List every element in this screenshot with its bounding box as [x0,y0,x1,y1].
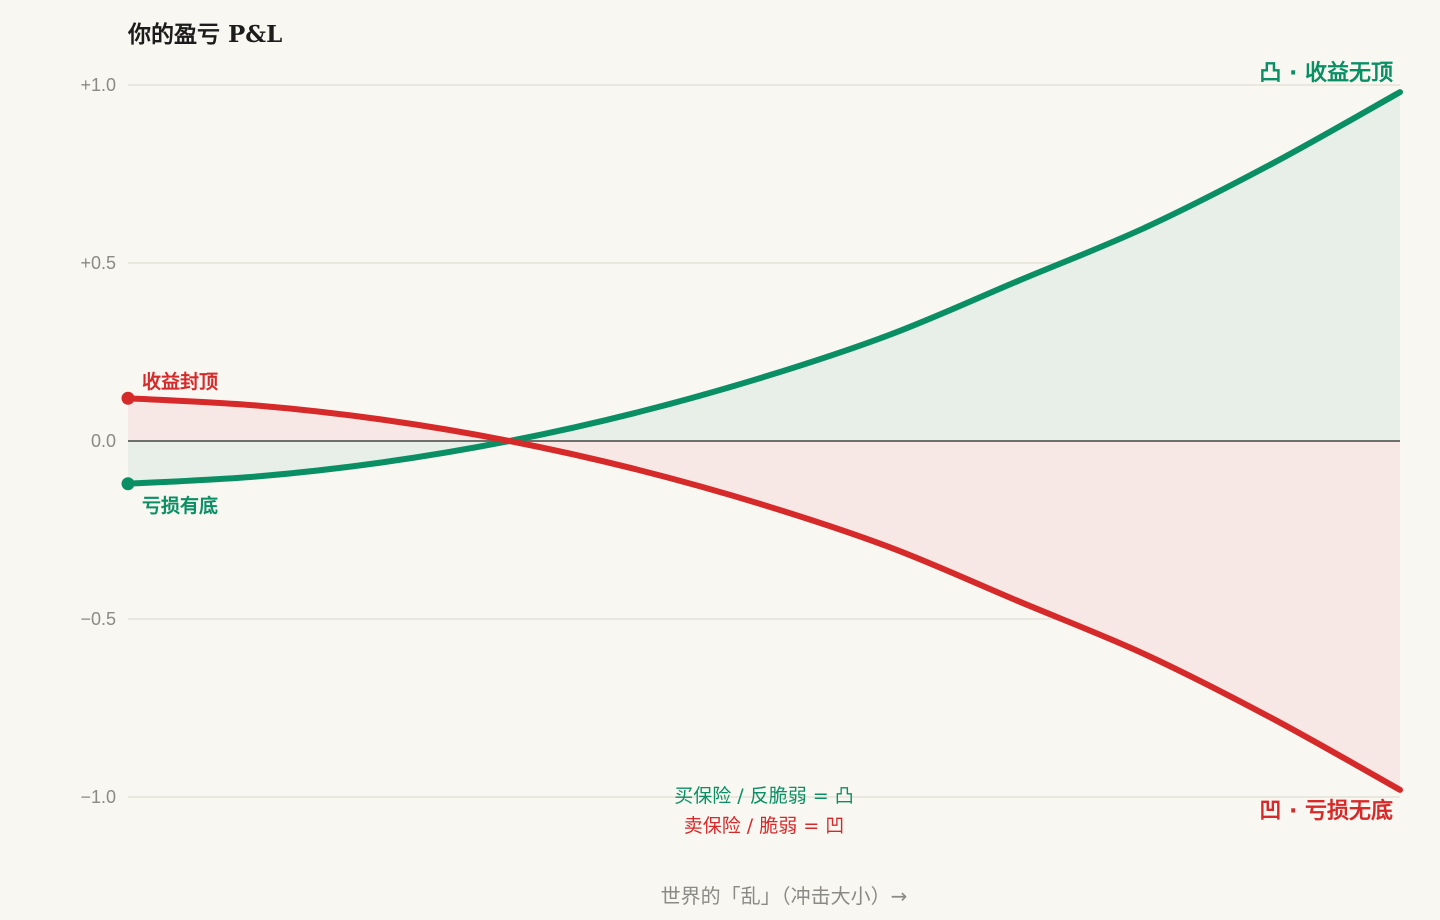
convex-line [125,89,1403,487]
grid-layer: +1.0 +0.5 0.0 −0.5 −1.0 [80,75,1400,807]
concave-end-label: 凹 · 亏损无底 [1259,798,1393,824]
legend-concave: 卖保险 / 脆弱 = 凹 [684,815,844,837]
convex-area [128,92,1400,484]
convex-end-label: 凸 · 收益无顶 [1259,60,1393,86]
capped-gain-label: 收益封顶 [142,370,218,393]
y-tick-label: +0.5 [80,253,116,273]
series-layer [125,89,1403,793]
concave-line [125,395,1403,793]
concave-area [128,398,1400,790]
x-axis-label: 世界的「乱」（冲击大小）→ [661,884,908,908]
y-tick-label: +1.0 [80,75,116,95]
fill-layer [128,92,1400,790]
convex-start-point [121,477,135,491]
y-tick-label: 0.0 [91,431,116,451]
y-tick-label: −0.5 [80,609,116,629]
y-tick-label: −1.0 [80,787,116,807]
point-layer [121,391,135,491]
chart-title: 你的盈亏 P&L [127,21,282,48]
legend-convex: 买保险 / 反脆弱 = 凸 [674,785,853,807]
floored-loss-label: 亏损有底 [142,494,218,517]
concave-start-point [121,391,135,405]
